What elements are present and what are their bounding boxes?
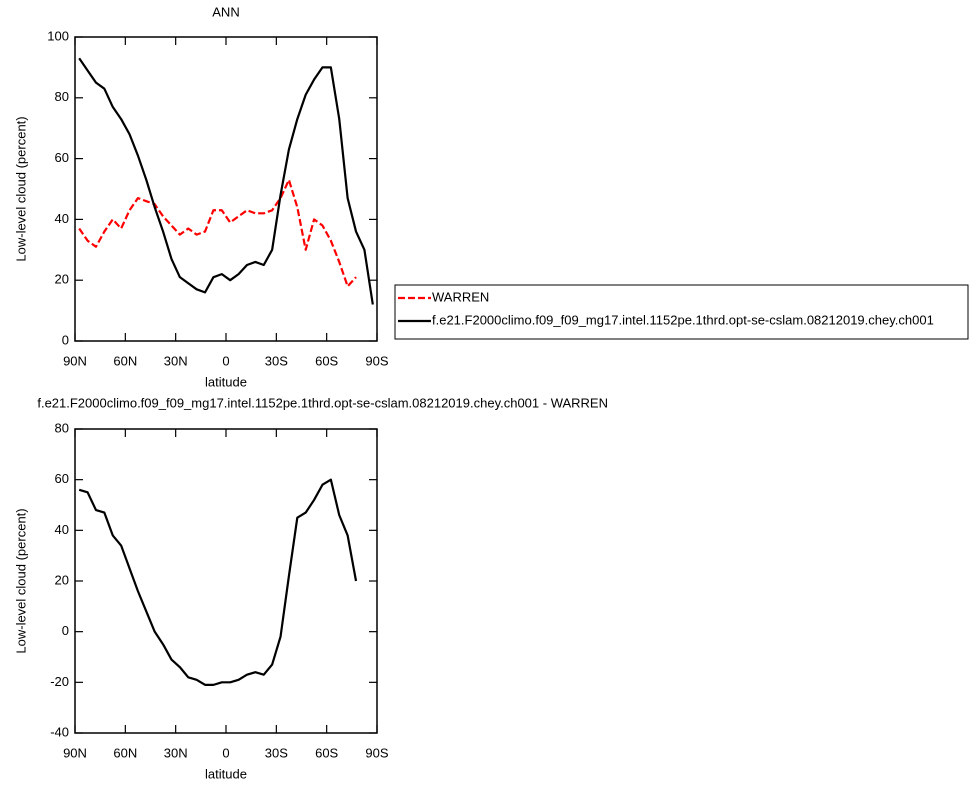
x-tick-label: 30N [164, 353, 188, 368]
y-tick-label: -20 [50, 674, 69, 689]
y-tick-label: 40 [55, 522, 69, 537]
y-tick-label: 80 [55, 420, 69, 435]
x-tick-label: 0 [222, 745, 229, 760]
y-tick-label: 80 [55, 89, 69, 104]
x-tick-label: 60N [113, 745, 137, 760]
x-tick-label: 60N [113, 353, 137, 368]
x-tick-label: 60S [315, 353, 338, 368]
y-tick-label: 60 [55, 471, 69, 486]
y-tick-label: 0 [62, 623, 69, 638]
data-line [78, 57, 374, 305]
x-tick-label: 90S [365, 353, 388, 368]
x-tick-label: 60S [315, 745, 338, 760]
x-tick-label: 90N [63, 745, 87, 760]
y-axis-label: Low-level cloud (percent) [13, 508, 28, 653]
y-tick-label: 0 [62, 332, 69, 347]
legend-label: f.e21.F2000climo.f09_f09_mg17.intel.1152… [432, 312, 934, 327]
x-tick-label: 30N [164, 745, 188, 760]
x-tick-label: 30S [265, 353, 288, 368]
y-tick-label: -40 [50, 724, 69, 739]
plot-frame [74, 428, 378, 734]
legend-label: WARREN [432, 289, 489, 304]
legend-box [394, 284, 969, 340]
data-line [78, 478, 358, 686]
chart-title: f.e21.F2000climo.f09_f09_mg17.intel.1152… [37, 395, 608, 410]
y-axis-label: Low-level cloud (percent) [13, 116, 28, 261]
x-axis-label: latitude [205, 374, 247, 389]
y-tick-label: 20 [55, 272, 69, 287]
data-line [78, 178, 357, 288]
x-axis-label: latitude [205, 766, 247, 781]
x-tick-label: 90N [63, 353, 87, 368]
x-tick-label: 90S [365, 745, 388, 760]
plot-frame [74, 36, 378, 342]
y-tick-label: 40 [55, 211, 69, 226]
x-tick-label: 30S [265, 745, 288, 760]
y-tick-label: 100 [47, 28, 69, 43]
y-tick-label: 60 [55, 150, 69, 165]
chart-title: ANN [212, 4, 239, 19]
x-tick-label: 0 [222, 353, 229, 368]
y-tick-label: 20 [55, 572, 69, 587]
